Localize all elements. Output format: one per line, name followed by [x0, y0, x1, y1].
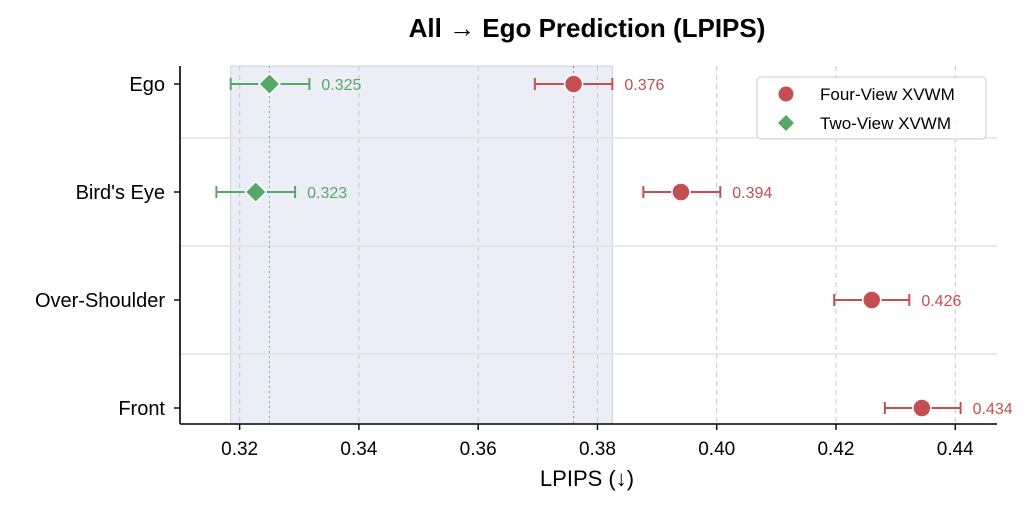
x-ticks: 0.32 0.34 0.36 0.38 0.40 0.42 0.44: [221, 424, 974, 460]
y-tick-label: Over-Shoulder: [35, 290, 165, 312]
data-value-label: 0.323: [307, 185, 347, 202]
data-value-label: 0.394: [732, 185, 772, 202]
x-tick-label: 0.40: [698, 439, 735, 460]
data-value-label: 0.434: [973, 401, 1013, 418]
legend-label-four-view: Four-View XVWM: [820, 85, 955, 104]
legend-box: [756, 76, 987, 140]
data-point-circle: [563, 74, 584, 94]
x-tick-label: 0.36: [460, 439, 497, 460]
data-point-circle: [862, 290, 882, 310]
grid-lines: [239, 66, 956, 424]
y-ticks: Ego Bird's Eye Over-Shoulder Front: [35, 74, 180, 420]
data-value-label: 0.376: [624, 77, 664, 94]
data-value-label: 0.325: [321, 77, 361, 94]
data-point-diamond: [257, 72, 282, 96]
data-point-diamond: [244, 180, 268, 204]
legend: Four-View XVWM Two-View XVWM: [756, 76, 987, 140]
x-tick-label: 0.44: [937, 439, 974, 460]
legend-circle-marker: [778, 86, 794, 102]
legend-label-two-view: Two-View XVWM: [820, 114, 951, 133]
data-value-label: 0.426: [921, 293, 961, 310]
axes: 0.32 0.34 0.36 0.38 0.40 0.42 0.44 Ego Bird's E…: [35, 66, 997, 460]
x-tick-label: 0.32: [221, 439, 258, 460]
data-point-circle: [671, 182, 691, 202]
x-tick-label: 0.38: [579, 439, 616, 460]
shaded-band: [230, 65, 613, 425]
plot-area: 0.376 0.394 0.426 0.434 0.325 0.323: [180, 65, 1013, 425]
y-tick-label: Bird's Eye: [76, 182, 165, 204]
y-tick-label: Ego: [129, 74, 165, 96]
y-tick-label: Front: [118, 398, 165, 420]
x-tick-label: 0.42: [817, 439, 854, 460]
legend-diamond-marker: [778, 115, 794, 131]
data-marks: 0.376 0.394 0.426 0.434 0.325 0.323: [215, 72, 1013, 418]
data-point-circle: [912, 398, 932, 418]
x-axis-label: LPIPS (↓): [540, 466, 634, 491]
chart-title: All → Ego Prediction (LPIPS): [409, 13, 766, 43]
x-tick-label: 0.34: [340, 439, 377, 460]
